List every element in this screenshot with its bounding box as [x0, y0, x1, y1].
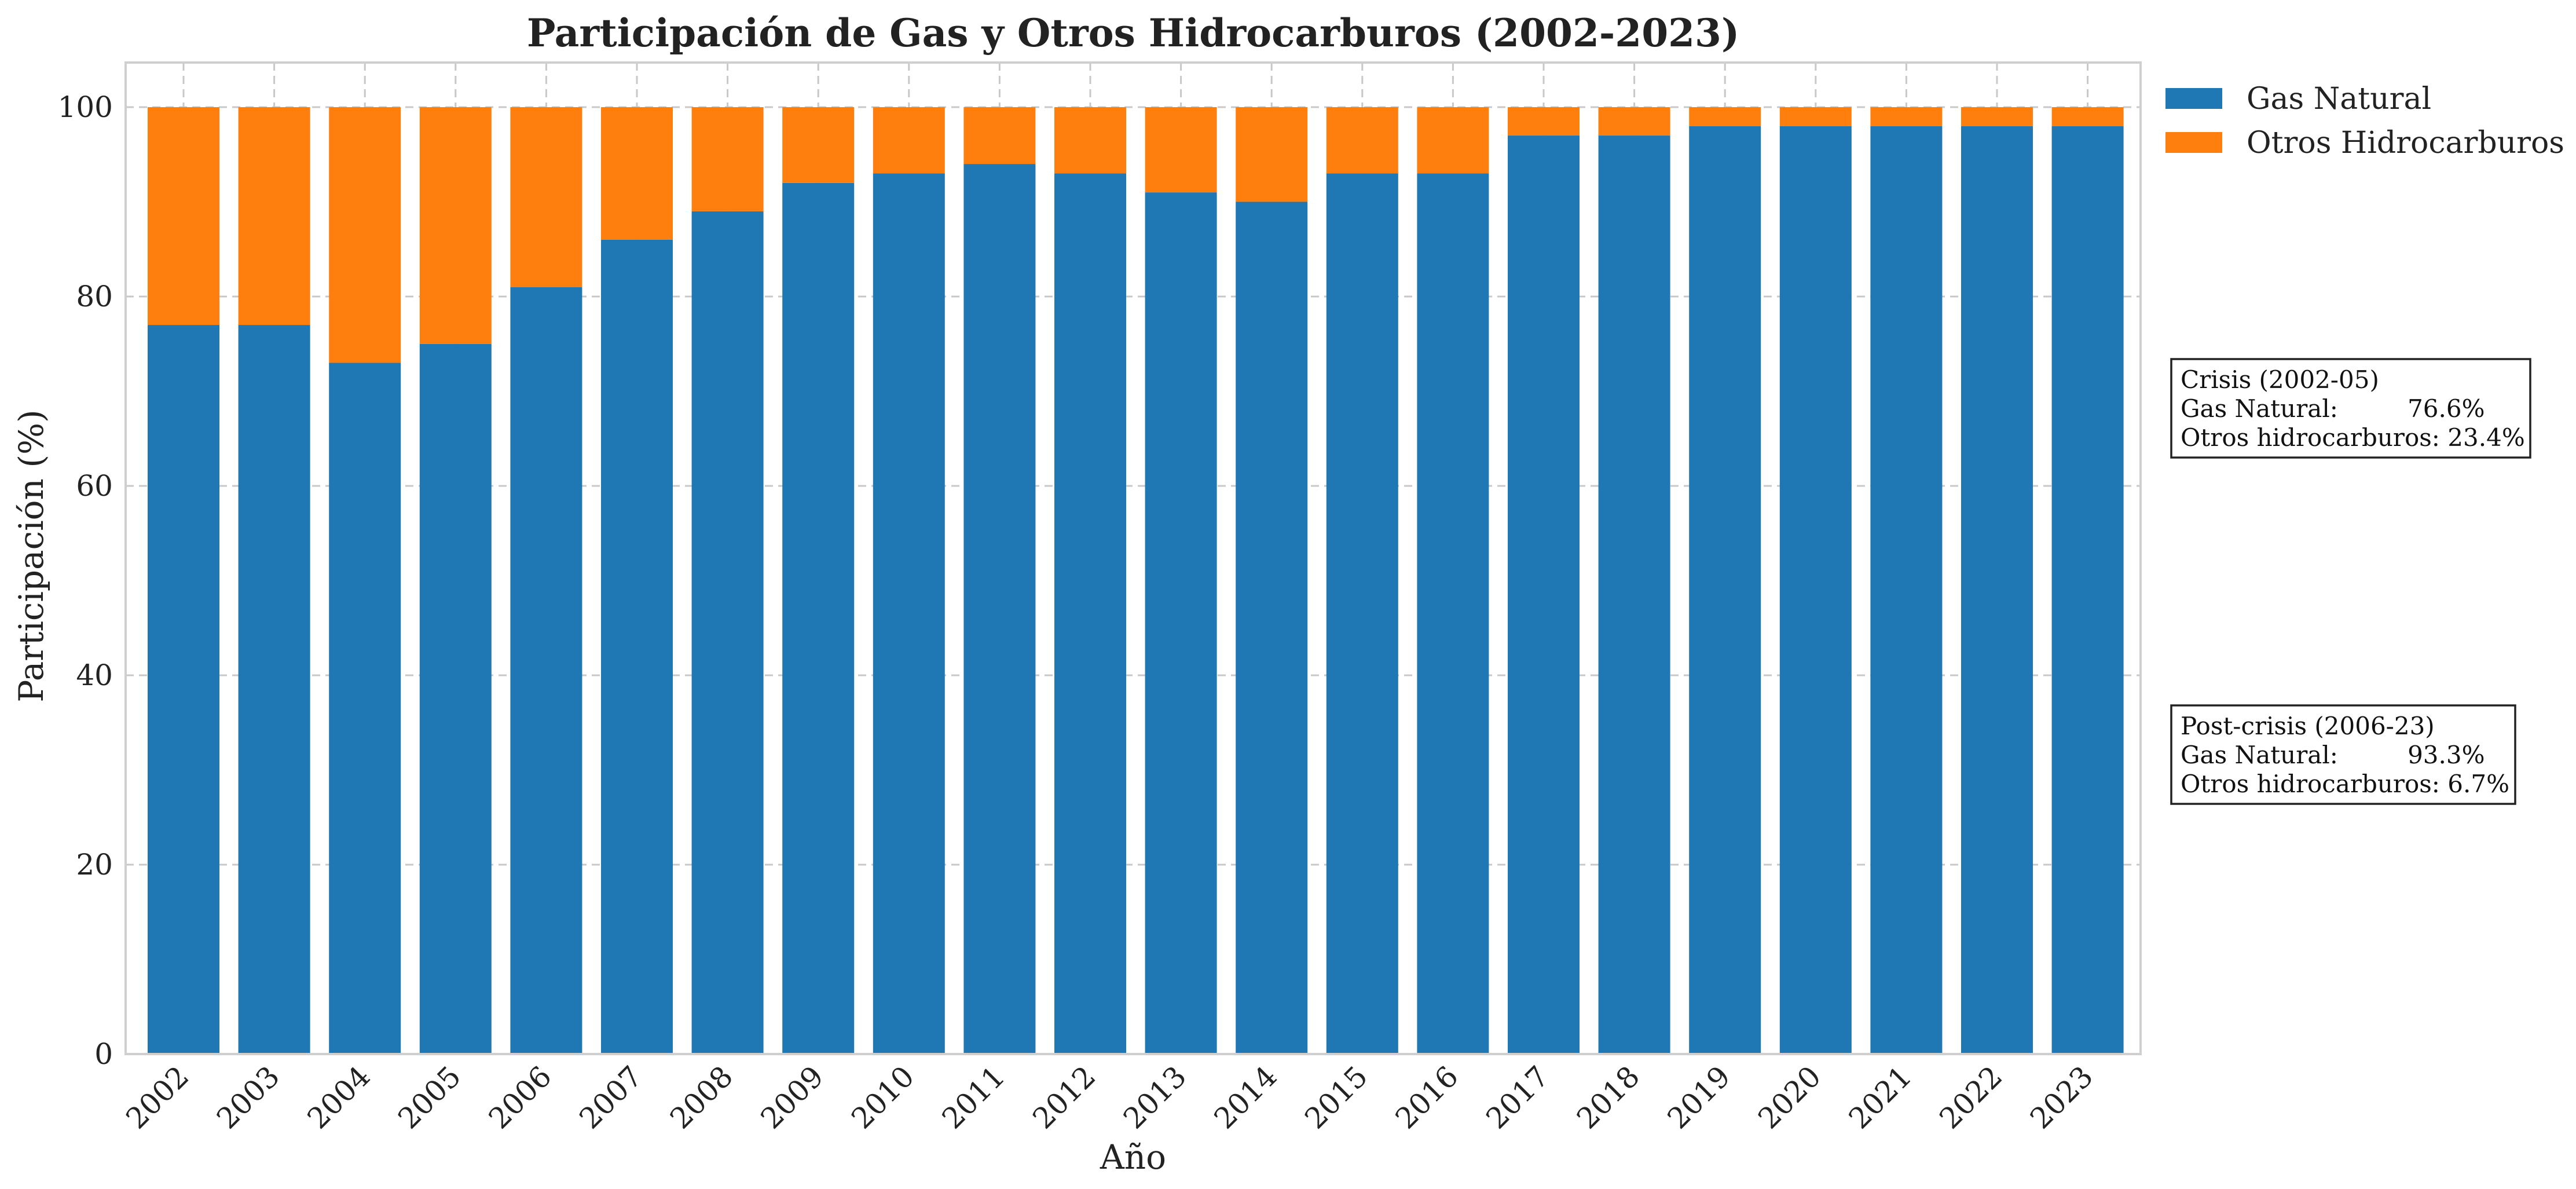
legend-entry: Gas Natural	[2247, 82, 2431, 116]
bar-otros-hidrocarburos-2007	[601, 107, 673, 240]
annotation-line: Crisis (2002-05)	[2181, 365, 2379, 394]
bar-gas-natural-2021	[1870, 126, 1943, 1055]
legend-entry: Otros Hidrocarburos	[2247, 126, 2564, 160]
legend-swatch	[2165, 88, 2222, 109]
x-axis-label: Año	[1100, 1137, 1166, 1177]
bar-gas-natural-2020	[1779, 126, 1852, 1055]
bar-gas-natural-2005	[419, 343, 492, 1054]
plot-frame	[124, 61, 2142, 1055]
x-tick-label: 2020	[1751, 1059, 1827, 1135]
y-tick-labels: 0 20 40 60 80 100	[58, 90, 113, 1071]
annotation-line: Otros hidrocarburos: 23.4%	[2181, 423, 2525, 452]
y-axis-label: Participación (%)	[12, 409, 51, 702]
bar-otros-hidrocarburos-2021	[1870, 107, 1943, 126]
x-tick-label: 2005	[391, 1059, 467, 1135]
y-tick-label: 60	[76, 469, 113, 503]
bar-otros-hidrocarburos-2017	[1508, 107, 1580, 136]
y-tick-label: 80	[76, 280, 113, 313]
legend: Gas Natural Otros Hidrocarburos	[2165, 82, 2564, 160]
bar-otros-hidrocarburos-2014	[1236, 107, 1308, 202]
x-tick-label: 2019	[1661, 1059, 1737, 1135]
bar-gas-natural-2009	[782, 182, 855, 1054]
bar-gas-natural-2018	[1598, 136, 1670, 1054]
bar-gas-natural-2008	[691, 211, 764, 1055]
x-tick-label: 2012	[1026, 1059, 1102, 1135]
bar-otros-hidrocarburos-2011	[963, 107, 1036, 164]
bar-gas-natural-2014	[1236, 202, 1308, 1054]
x-tick-label: 2015	[1298, 1059, 1374, 1135]
x-tick-label: 2016	[1389, 1059, 1465, 1135]
y-tick-label: 100	[58, 90, 113, 124]
bar-otros-hidrocarburos-2012	[1054, 107, 1126, 174]
y-tick-label: 20	[76, 848, 113, 881]
bar-otros-hidrocarburos-2004	[329, 107, 401, 363]
annotation-line: Gas Natural: 93.3%	[2181, 741, 2485, 769]
annotation-box	[2170, 358, 2531, 459]
x-tick-label: 2003	[210, 1059, 286, 1135]
bar-gas-natural-2023	[2051, 126, 2124, 1055]
annotation-line: Post-crisis (2006-23)	[2181, 712, 2435, 740]
bar-otros-hidrocarburos-2016	[1417, 107, 1489, 174]
bar-gas-natural-2012	[1054, 173, 1126, 1055]
bar-gas-natural-2022	[1961, 126, 2033, 1055]
x-tick-label: 2017	[1479, 1059, 1555, 1135]
x-tick-label: 2022	[1933, 1059, 2009, 1135]
bar-otros-hidrocarburos-2015	[1326, 107, 1398, 174]
bar-gas-natural-2006	[510, 287, 582, 1054]
x-tick-label: 2007	[573, 1059, 648, 1135]
x-tick-label: 2010	[845, 1059, 921, 1135]
bar-otros-hidrocarburos-2006	[510, 107, 582, 287]
bar-gas-natural-2002	[148, 325, 219, 1054]
bar-otros-hidrocarburos-2020	[1779, 107, 1852, 126]
bar-otros-hidrocarburos-2013	[1145, 107, 1217, 193]
x-tick-label: 2021	[1842, 1059, 1918, 1135]
bar-gas-natural-2019	[1689, 126, 1761, 1055]
x-tick-label: 2009	[754, 1059, 830, 1135]
bar-otros-hidrocarburos-2002	[148, 107, 219, 325]
x-tick-label: 2014	[1208, 1059, 1284, 1135]
x-tick-label: 2008	[664, 1059, 739, 1135]
bar-otros-hidrocarburos-2018	[1598, 107, 1670, 136]
x-tick-label: 2004	[301, 1059, 377, 1135]
x-tick-label: 2018	[1570, 1059, 1646, 1135]
bars	[148, 107, 2124, 1055]
bar-otros-hidrocarburos-2010	[873, 107, 945, 174]
chart-title: Participación de Gas y Otros Hidrocarbur…	[527, 10, 1739, 56]
bar-otros-hidrocarburos-2009	[782, 107, 855, 183]
y-tick-label: 40	[76, 658, 113, 692]
x-tick-label: 2002	[119, 1059, 195, 1135]
bar-otros-hidrocarburos-2023	[2051, 107, 2124, 126]
bar-otros-hidrocarburos-2008	[691, 107, 764, 211]
bar-otros-hidrocarburos-2019	[1689, 107, 1761, 126]
annotation-box	[2170, 704, 2516, 805]
x-tick-labels: 2002 2003 2004 2005 2006 2007 2008 2009 2010 2011…	[119, 1059, 2099, 1135]
annotation-line: Otros hidrocarburos: 6.7%	[2181, 770, 2509, 798]
x-tick-label: 2023	[2024, 1059, 2099, 1135]
bar-gas-natural-2016	[1417, 173, 1489, 1055]
bar-gas-natural-2004	[329, 363, 401, 1055]
x-tick-label: 2011	[936, 1059, 1012, 1135]
legend-swatch	[2165, 132, 2222, 153]
annotation-line: Gas Natural: 76.6%	[2181, 394, 2485, 423]
bar-otros-hidrocarburos-2005	[419, 107, 492, 344]
bar-gas-natural-2017	[1508, 136, 1580, 1054]
bar-gas-natural-2015	[1326, 173, 1398, 1055]
bar-otros-hidrocarburos-2022	[1961, 107, 2033, 126]
bar-gas-natural-2007	[601, 239, 673, 1054]
bar-gas-natural-2011	[963, 164, 1036, 1055]
x-tick-label: 2006	[482, 1059, 558, 1135]
y-tick-label: 0	[94, 1037, 113, 1071]
bar-gas-natural-2003	[238, 325, 310, 1054]
annotations: Crisis (2002-05)Gas Natural: 76.6%Otros …	[2170, 358, 2531, 805]
x-tick-label: 2013	[1117, 1059, 1193, 1135]
bar-gas-natural-2013	[1145, 192, 1217, 1054]
bar-otros-hidrocarburos-2003	[238, 107, 310, 325]
bar-gas-natural-2010	[873, 173, 945, 1055]
